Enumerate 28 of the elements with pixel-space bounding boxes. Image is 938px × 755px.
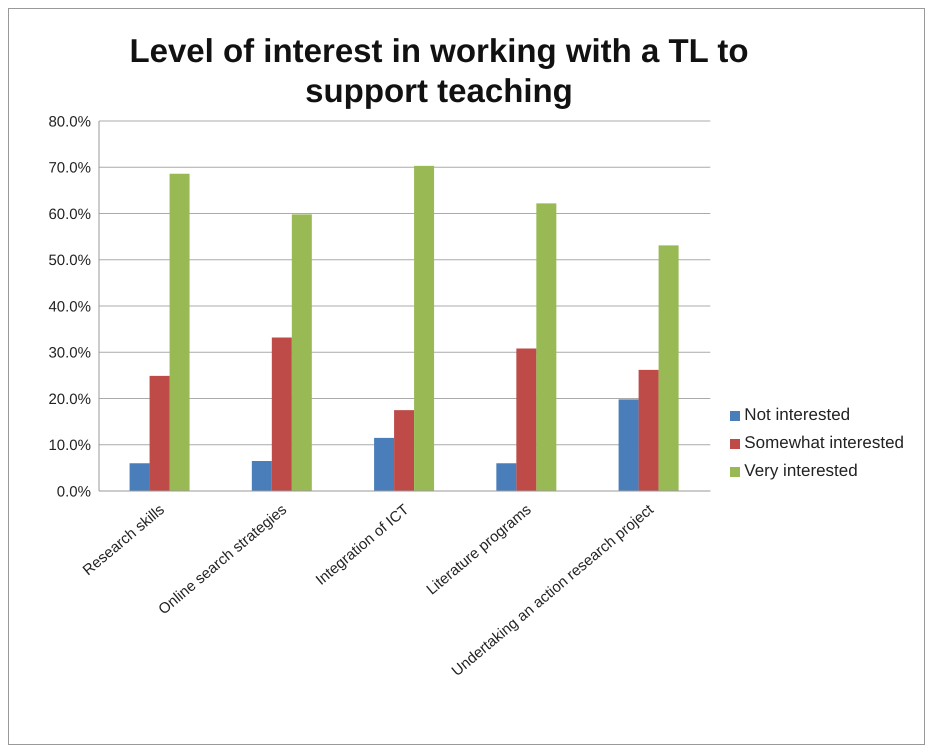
legend-label: Very interested (744, 461, 858, 480)
legend-label: Not interested (744, 405, 850, 424)
bar (374, 438, 394, 491)
bar (658, 245, 679, 491)
bar (536, 203, 556, 491)
bar (130, 463, 150, 491)
y-tick-label: 30.0% (48, 344, 91, 362)
y-tick-label: 20.0% (48, 390, 91, 408)
bar (394, 410, 414, 491)
bar (496, 463, 516, 491)
y-tick-label: 70.0% (48, 160, 91, 177)
bar (150, 376, 170, 491)
y-tick-label: 0.0% (56, 483, 91, 500)
legend-label: Somewhat interested (744, 433, 904, 452)
y-tick-label: 60.0% (48, 206, 91, 223)
chart-title: Level of interest in working with a TL to support teaching (128, 31, 750, 111)
bar (252, 460, 272, 491)
y-tick-label: 40.0% (48, 298, 91, 316)
y-tick-label: 80.0% (48, 113, 91, 130)
bar (292, 214, 312, 491)
bar (618, 399, 639, 491)
y-tick-label: 50.0% (48, 252, 91, 270)
bar (272, 337, 292, 491)
y-tick-label: 10.0% (48, 437, 91, 454)
bar (516, 348, 536, 491)
bar (170, 174, 190, 491)
bar (638, 370, 659, 491)
bar (414, 166, 434, 491)
